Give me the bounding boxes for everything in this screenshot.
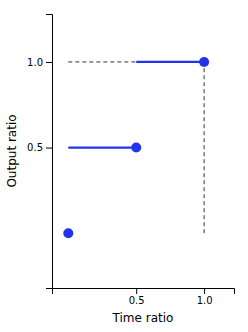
line [68,146,136,148]
y-tick-mark [46,62,52,63]
plot-area [63,57,209,238]
y-tick-label: 0.5 [27,142,43,153]
point [63,228,73,238]
chart: 0.5 1.0 0.5 1.0 Time ratio Output ratio [0,0,248,332]
x-tick-label: 1.0 [197,295,213,306]
x-tick-label: 0.5 [129,295,145,306]
x-tick-mark [204,288,205,294]
y-axis: 0.5 1.0 [27,15,52,289]
dashed-line [68,61,136,62]
line [136,61,204,63]
x-tick: 0.5 [129,288,145,306]
point [199,57,209,67]
x-axis-line [53,289,235,295]
x-tick-mark [136,288,137,294]
y-tick-label: 1.0 [27,57,43,68]
y-axis-line [46,15,53,289]
y-tick: 0.5 [27,142,52,153]
x-tick: 1.0 [197,288,213,306]
y-axis-title: Output ratio [5,114,19,187]
y-tick: 1.0 [27,57,52,68]
y-tick-mark [46,148,52,149]
x-axis-title: Time ratio [112,311,174,325]
dashed-line [204,62,205,233]
x-axis: 0.5 1.0 [53,288,235,306]
point [131,143,141,153]
